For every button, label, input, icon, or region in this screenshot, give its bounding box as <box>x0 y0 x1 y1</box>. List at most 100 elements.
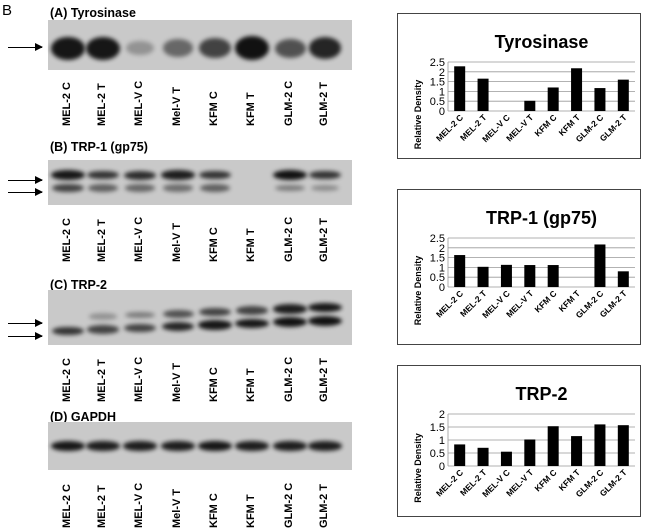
blot-image <box>48 422 352 470</box>
blot-band <box>86 36 120 60</box>
blot-title: (D) GAPDH <box>50 410 116 424</box>
lane-label: GLM-2 T <box>318 358 330 402</box>
chart-1: Tyrosinase Relative Density 0 0.5 1 1.5 2 2.5 ME… <box>397 13 641 159</box>
bar <box>594 424 606 466</box>
bar <box>477 266 489 287</box>
y-tick-label: 1 <box>439 435 445 447</box>
y-tick-label: 0 <box>439 461 445 473</box>
blot-band <box>51 170 85 180</box>
band-arrow-icon <box>8 43 43 51</box>
bar <box>500 451 512 466</box>
lane-label: GLM-2 T <box>318 82 330 126</box>
lane-label: KFM C <box>208 493 220 528</box>
chart-title: TRP-2 <box>515 384 567 404</box>
bar <box>500 264 512 287</box>
lane-label: KFM T <box>245 368 257 402</box>
blot-band <box>124 323 156 333</box>
lane-label: KFM T <box>245 92 257 126</box>
lane-label: KFM C <box>208 367 220 402</box>
blot-band <box>275 184 305 192</box>
bar <box>547 87 559 111</box>
bar-chart: TRP-1 (gp75) Relative Density 00.511.522.5… <box>413 208 635 326</box>
blot-band <box>88 313 118 320</box>
blot-band <box>236 306 268 315</box>
lane-label: MEL-2 T <box>96 219 108 262</box>
blot-band <box>87 184 119 192</box>
y-axis-label: Relative Density <box>413 256 423 326</box>
lane-label: GLM-2 C <box>283 80 295 126</box>
lane-label: KFM C <box>208 91 220 126</box>
blot-band <box>161 441 195 451</box>
lane-label: GLM-2 T <box>318 218 330 262</box>
blot-band <box>199 307 231 317</box>
bar <box>594 244 606 287</box>
blot-band <box>86 170 120 180</box>
y-tick-label: 0.5 <box>430 96 445 108</box>
blot-band <box>51 36 85 60</box>
y-tick-label: 2.5 <box>430 233 445 245</box>
lane-label: MEL-2 C <box>61 82 73 126</box>
blot-band <box>161 321 195 332</box>
bar <box>617 271 629 287</box>
bar <box>617 79 629 111</box>
blot-band <box>125 40 155 56</box>
lane-label: MEL-V C <box>133 80 145 126</box>
blot-title: (B) TRP-1 (gp75) <box>50 140 148 154</box>
y-tick-label: 0 <box>439 106 445 118</box>
lane-label: MEL-V C <box>133 216 145 262</box>
blot-band <box>273 304 307 314</box>
y-tick-label: 2.5 <box>430 57 445 69</box>
chart-3: TRP-2 Relative Density 0 0.5 1 1.5 2 MEL-2 C MEL… <box>397 365 641 517</box>
blot-band <box>51 326 85 336</box>
band-arrow-icon <box>8 319 43 327</box>
bar <box>547 265 559 287</box>
y-axis-label: Relative Density <box>413 433 423 503</box>
blot-title: (A) Tyrosinase <box>50 6 136 20</box>
lane-label: MEL-2 C <box>61 358 73 402</box>
y-tick-label: 1.5 <box>430 77 445 89</box>
blot-title: (C) TRP-2 <box>50 278 107 292</box>
blot-band <box>123 441 157 451</box>
lane-label: GLM-2 T <box>318 484 330 528</box>
bar <box>571 436 583 466</box>
bar <box>524 265 536 287</box>
bar <box>571 68 583 111</box>
y-tick-label: 1.5 <box>430 422 445 434</box>
bar <box>524 439 536 466</box>
lane-label: Mel-V T <box>171 222 183 262</box>
bar <box>454 444 466 466</box>
blot-band <box>308 302 342 313</box>
lane-label: Mel-V T <box>171 362 183 402</box>
blot-band <box>273 317 307 327</box>
y-tick-label: 2 <box>439 243 445 255</box>
blot-band <box>124 184 156 192</box>
lane-label: KFM C <box>208 227 220 262</box>
blot-band <box>162 309 194 318</box>
y-axis-label: Relative Density <box>413 80 423 150</box>
chart-2: TRP-1 (gp75) Relative Density 0 0.5 1 1.5 2 2.5… <box>397 189 641 345</box>
band-arrow-icon <box>8 332 43 340</box>
y-tick-label: 1 <box>439 86 445 98</box>
lane-label: Mel-V T <box>171 86 183 126</box>
y-tick-label: 1.5 <box>430 253 445 265</box>
figure-letter: B <box>2 2 13 19</box>
bar <box>454 66 466 111</box>
blot-band <box>199 184 231 192</box>
blot-band <box>308 441 342 451</box>
blot-band <box>273 170 307 180</box>
blot-band <box>87 325 119 334</box>
bar <box>617 425 629 466</box>
lane-label: MEL-2 T <box>96 359 108 402</box>
band-arrow-icon <box>8 176 43 184</box>
blot-band <box>274 38 306 58</box>
lane-label: MEL-V C <box>133 482 145 528</box>
lane-label: GLM-2 C <box>283 482 295 528</box>
blot-band <box>161 170 195 180</box>
lane-label: KFM T <box>245 494 257 528</box>
lane-label: MEL-2 C <box>61 218 73 262</box>
y-tick-label: 1 <box>439 262 445 274</box>
blot-band <box>235 36 269 60</box>
blot-band <box>310 184 340 192</box>
chart-title: Tyrosinase <box>495 32 589 52</box>
